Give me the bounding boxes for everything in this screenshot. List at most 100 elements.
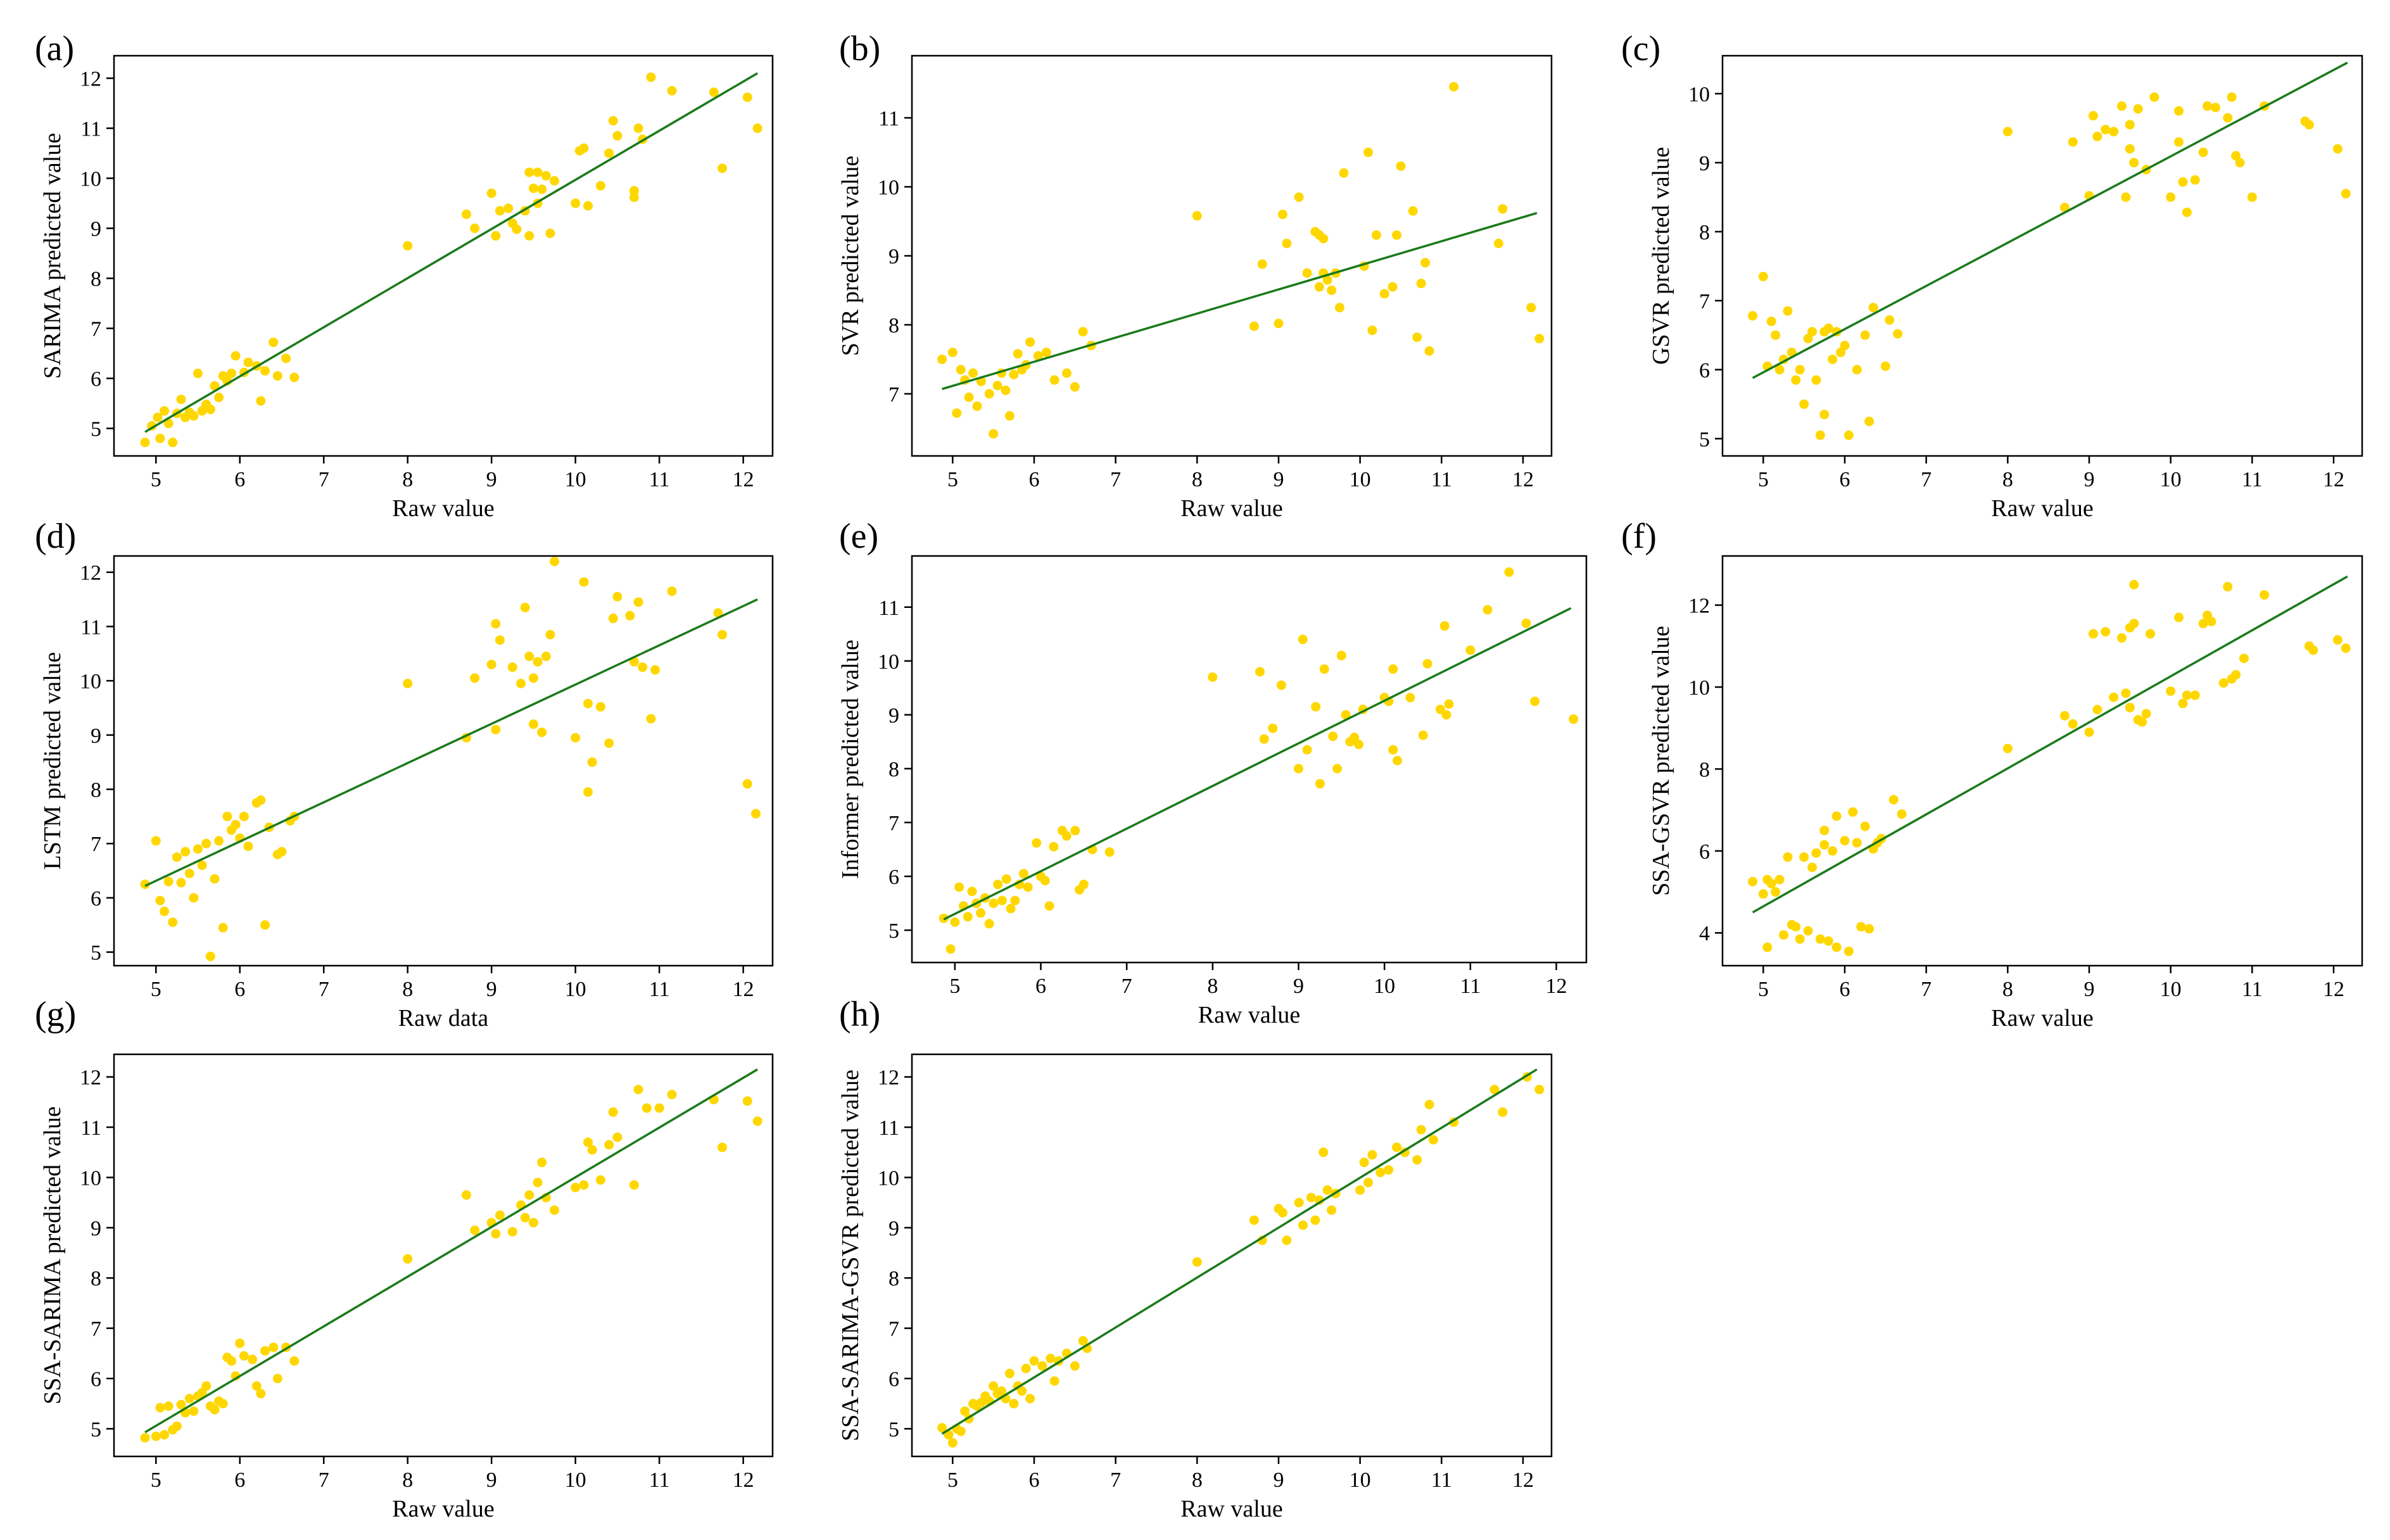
data-point-h <box>1049 1376 1059 1386</box>
x-tick-label-f: 12 <box>2323 978 2344 1001</box>
data-point-h <box>1367 1150 1377 1160</box>
data-point-e <box>950 917 960 927</box>
data-point-g <box>272 1373 282 1384</box>
data-point-c <box>2092 131 2102 141</box>
data-point-b <box>947 348 958 358</box>
data-point-a <box>571 198 581 208</box>
y-tick-label-c: 6 <box>1699 359 1710 382</box>
y-tick-label-g: 8 <box>91 1267 101 1291</box>
data-point-b <box>1192 211 1202 221</box>
data-point-e <box>1259 734 1269 744</box>
data-point-e <box>1010 895 1020 906</box>
data-point-b <box>1416 279 1426 289</box>
data-point-a <box>709 87 719 98</box>
data-point-g <box>571 1182 581 1192</box>
x-tick-label-b: 12 <box>1512 468 1534 491</box>
data-point-d <box>550 557 560 567</box>
data-point-b <box>1408 206 1418 216</box>
data-point-h <box>1306 1192 1316 1202</box>
data-point-g <box>491 1228 501 1239</box>
data-point-c <box>1815 430 1825 440</box>
data-point-b <box>1078 327 1088 337</box>
y-tick-label-d: 11 <box>80 615 101 639</box>
data-point-c <box>1868 303 1878 313</box>
data-point-c <box>1880 361 1890 371</box>
y-tick-label-h: 5 <box>888 1418 899 1441</box>
data-point-a <box>629 192 639 203</box>
x-tick-label-e: 8 <box>1207 975 1218 998</box>
data-point-f <box>2166 686 2176 697</box>
data-point-d <box>524 652 534 662</box>
data-point-h <box>1498 1107 1508 1117</box>
x-axis-label-g: Raw value <box>392 1496 494 1522</box>
data-point-g <box>176 1399 186 1410</box>
data-point-e <box>1388 745 1398 755</box>
data-point-e <box>1439 621 1450 631</box>
data-point-g <box>612 1132 623 1142</box>
data-point-b <box>1392 230 1402 240</box>
x-tick-label-h: 6 <box>1028 1468 1039 1492</box>
data-point-d <box>201 838 212 849</box>
data-point-f <box>2341 643 2351 653</box>
data-point-e <box>945 944 956 954</box>
data-point-d <box>587 757 597 767</box>
data-point-b <box>1033 351 1043 361</box>
data-point-c <box>2133 104 2143 114</box>
data-point-g <box>667 1090 677 1099</box>
data-point-a <box>541 171 551 181</box>
data-point-h <box>1534 1085 1545 1095</box>
data-point-g <box>528 1218 538 1228</box>
data-point-c <box>1860 330 1870 340</box>
data-point-c <box>1893 329 1903 339</box>
data-point-f <box>1766 879 1776 889</box>
chart-panel-f: (f) 5 6 7 8 9 10 11 12 4 6 8 10 12 Raw value SSA-GSVR p… <box>1621 517 2363 1032</box>
data-point-d <box>256 795 266 805</box>
data-point-e <box>989 898 999 908</box>
plot-frame-h <box>911 1053 1553 1458</box>
x-tick-label-a: 6 <box>234 468 245 491</box>
data-point-f <box>1860 821 1870 831</box>
data-point-f <box>2178 698 2188 709</box>
data-point-b <box>1412 332 1422 343</box>
x-tick-label-f: 5 <box>1758 978 1769 1001</box>
data-point-a <box>269 338 279 348</box>
data-point-a <box>742 92 752 103</box>
data-point-b <box>1274 319 1284 329</box>
data-point-b <box>1257 259 1267 269</box>
data-point-g <box>235 1338 245 1348</box>
data-point-f <box>1758 889 1768 899</box>
data-point-h <box>1489 1085 1500 1095</box>
x-tick-label-c: 11 <box>2242 468 2263 491</box>
x-tick-label-h: 5 <box>947 1468 958 1492</box>
data-point-a <box>629 186 639 196</box>
data-point-b <box>1009 369 1019 379</box>
data-point-c <box>2198 148 2208 158</box>
x-tick-label-b: 10 <box>1350 468 1371 491</box>
data-point-h <box>1318 1147 1329 1158</box>
data-point-d <box>742 779 752 789</box>
data-point-g <box>210 1404 220 1415</box>
data-point-e <box>1393 755 1403 766</box>
data-point-c <box>2121 192 2131 202</box>
data-point-g <box>260 1346 270 1356</box>
data-point-b <box>1534 334 1545 344</box>
data-point-e <box>1569 714 1579 724</box>
data-point-e <box>1001 874 1011 884</box>
data-point-e <box>1255 667 1265 677</box>
data-point-b <box>1314 282 1324 292</box>
data-point-a <box>159 406 169 416</box>
data-point-a <box>608 116 618 126</box>
x-tick-label-f: 7 <box>1921 978 1932 1001</box>
data-point-e <box>1104 847 1115 857</box>
data-point-e <box>1044 901 1054 911</box>
data-point-c <box>2125 144 2135 154</box>
y-tick-label-h: 11 <box>878 1116 899 1140</box>
data-point-f <box>2332 635 2343 645</box>
data-point-g <box>248 1354 258 1365</box>
data-point-d <box>239 811 249 821</box>
y-tick-label-g: 9 <box>91 1217 101 1240</box>
data-point-c <box>2125 120 2135 130</box>
data-point-g <box>587 1145 597 1155</box>
data-point-b <box>1327 285 1337 295</box>
data-point-f <box>2137 717 2147 727</box>
